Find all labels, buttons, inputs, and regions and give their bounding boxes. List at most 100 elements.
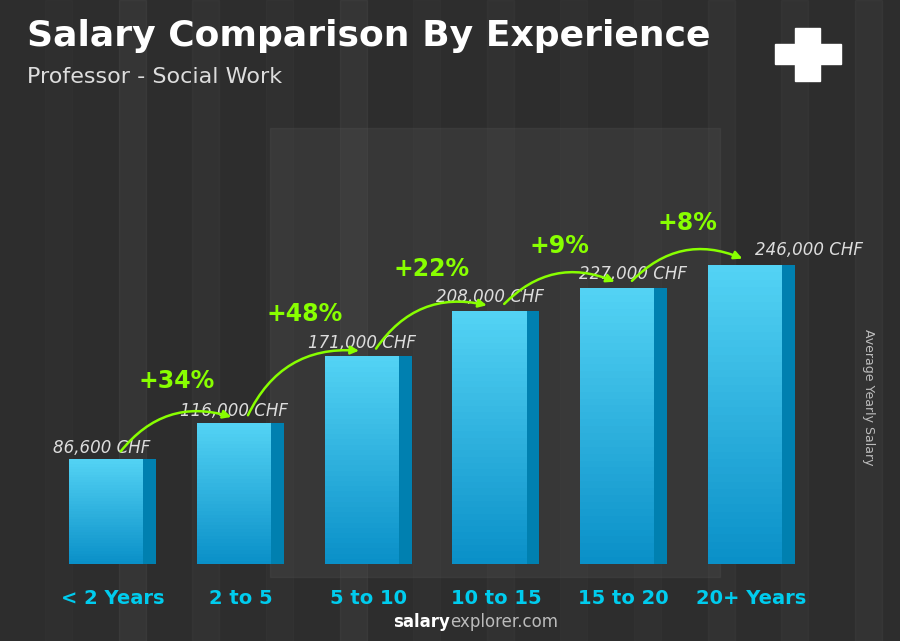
Polygon shape [325,408,399,413]
Text: 86,600 CHF: 86,600 CHF [52,438,150,456]
Polygon shape [708,340,782,347]
Polygon shape [325,439,399,445]
Polygon shape [580,474,654,481]
Text: +22%: +22% [394,257,470,281]
Text: 246,000 CHF: 246,000 CHF [755,241,863,259]
Polygon shape [197,536,271,540]
Polygon shape [580,378,654,385]
Polygon shape [197,540,271,543]
Polygon shape [325,533,399,538]
Polygon shape [453,551,526,558]
Polygon shape [453,349,526,356]
Polygon shape [69,485,143,488]
Polygon shape [197,465,271,469]
Polygon shape [453,362,526,368]
Polygon shape [325,362,399,367]
Polygon shape [453,545,526,551]
Bar [45,0,72,641]
Polygon shape [526,312,539,564]
Text: 171,000 CHF: 171,000 CHF [308,334,416,352]
Polygon shape [325,372,399,377]
Polygon shape [197,515,271,518]
Polygon shape [325,367,399,372]
Polygon shape [69,480,143,483]
Polygon shape [197,479,271,483]
Text: 2 to 5: 2 to 5 [209,588,272,608]
Polygon shape [453,317,526,324]
Polygon shape [453,539,526,545]
Polygon shape [69,519,143,522]
Polygon shape [708,317,782,325]
Polygon shape [708,280,782,287]
Polygon shape [399,356,411,564]
Polygon shape [708,385,782,392]
Polygon shape [708,362,782,370]
Polygon shape [69,464,143,467]
Polygon shape [197,451,271,455]
Polygon shape [453,495,526,501]
Polygon shape [453,368,526,374]
Polygon shape [708,303,782,310]
Polygon shape [453,374,526,381]
Polygon shape [69,495,143,498]
Polygon shape [69,533,143,535]
Polygon shape [708,467,782,474]
Polygon shape [197,497,271,501]
Polygon shape [708,429,782,437]
Polygon shape [782,265,795,564]
Polygon shape [197,427,271,430]
Polygon shape [69,498,143,501]
Polygon shape [69,504,143,506]
Polygon shape [453,444,526,450]
Polygon shape [580,550,654,557]
Bar [796,28,820,81]
Polygon shape [580,502,654,509]
Polygon shape [453,381,526,387]
Polygon shape [580,529,654,537]
Polygon shape [708,415,782,422]
Bar [119,0,146,641]
Polygon shape [453,482,526,488]
Polygon shape [580,357,654,364]
Polygon shape [197,487,271,490]
Polygon shape [453,406,526,412]
Polygon shape [197,441,271,444]
Polygon shape [453,438,526,444]
Polygon shape [580,288,654,295]
Polygon shape [69,517,143,519]
Polygon shape [453,520,526,526]
Polygon shape [69,459,143,462]
Polygon shape [197,504,271,508]
Text: 15 to 20: 15 to 20 [579,588,669,608]
Polygon shape [453,387,526,394]
Polygon shape [325,559,399,564]
Polygon shape [325,460,399,465]
Polygon shape [580,399,654,405]
Polygon shape [708,325,782,332]
Polygon shape [325,356,399,362]
Polygon shape [197,557,271,560]
Polygon shape [708,542,782,549]
Polygon shape [197,522,271,526]
Polygon shape [197,430,271,433]
Polygon shape [453,312,526,317]
Polygon shape [580,488,654,495]
Polygon shape [197,529,271,532]
Polygon shape [69,501,143,504]
Polygon shape [325,450,399,455]
Polygon shape [325,481,399,486]
Polygon shape [69,559,143,562]
Polygon shape [708,377,782,385]
Bar [781,0,808,641]
Polygon shape [325,528,399,533]
Polygon shape [453,558,526,564]
Polygon shape [453,463,526,469]
Polygon shape [69,512,143,514]
Polygon shape [453,501,526,507]
Polygon shape [708,354,782,362]
Polygon shape [69,554,143,556]
Polygon shape [453,425,526,431]
Polygon shape [453,394,526,400]
Polygon shape [69,493,143,495]
Polygon shape [325,554,399,559]
